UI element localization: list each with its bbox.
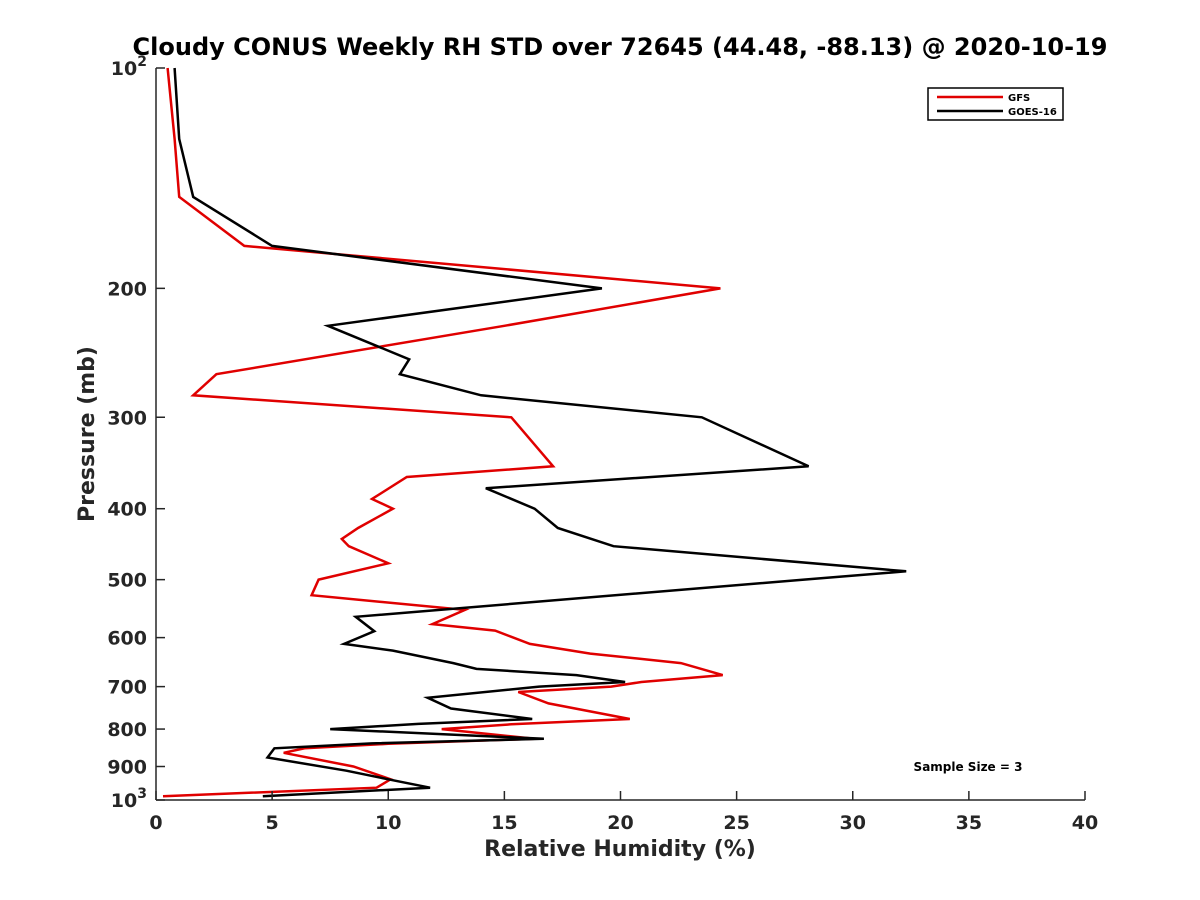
axes [155,67,1086,801]
y-tick-labels: 102 200 300 400 500 600 700 800 900 103 [107,54,147,812]
y-tick-label: 103 [111,786,147,812]
sample-size-annotation: Sample Size = 3 [914,760,1023,774]
x-tick-label: 20 [607,812,633,834]
x-tick-label: 30 [840,812,866,834]
chart-title: Cloudy CONUS Weekly RH STD over 72645 (4… [133,33,1108,61]
x-tick-labels: 0 5 10 15 20 25 30 35 40 [149,812,1098,834]
y-tick-label: 102 [111,54,147,80]
y-tick-label: 300 [107,407,147,429]
legend-label-goes-16: GOES-16 [1008,107,1057,118]
x-tick-label: 40 [1072,812,1098,834]
y-tick-label: 800 [107,719,147,741]
x-tick-label: 15 [491,812,517,834]
y-tick-label: 200 [107,278,147,300]
y-tick-label: 600 [107,628,147,650]
y-tick-label: 700 [107,677,147,699]
legend-box [927,87,1064,121]
series-lines [162,67,907,798]
legend-label-gfs: GFS [1008,93,1030,104]
legend: GFS GOES-16 [927,87,1064,121]
series-line-goes-16 [173,67,907,798]
x-tick-label: 25 [723,812,749,834]
y-axis-label: Pressure (mb) [75,346,100,522]
y-tick-label: 500 [107,570,147,592]
x-tick-label: 10 [375,812,401,834]
x-tick-label: 5 [266,812,279,834]
x-tick-label: 0 [149,812,162,834]
y-tick-label: 900 [107,757,147,779]
x-tick-label: 35 [956,812,982,834]
x-axis-label: Relative Humidity (%) [484,837,756,862]
y-tick-label: 400 [107,499,147,521]
